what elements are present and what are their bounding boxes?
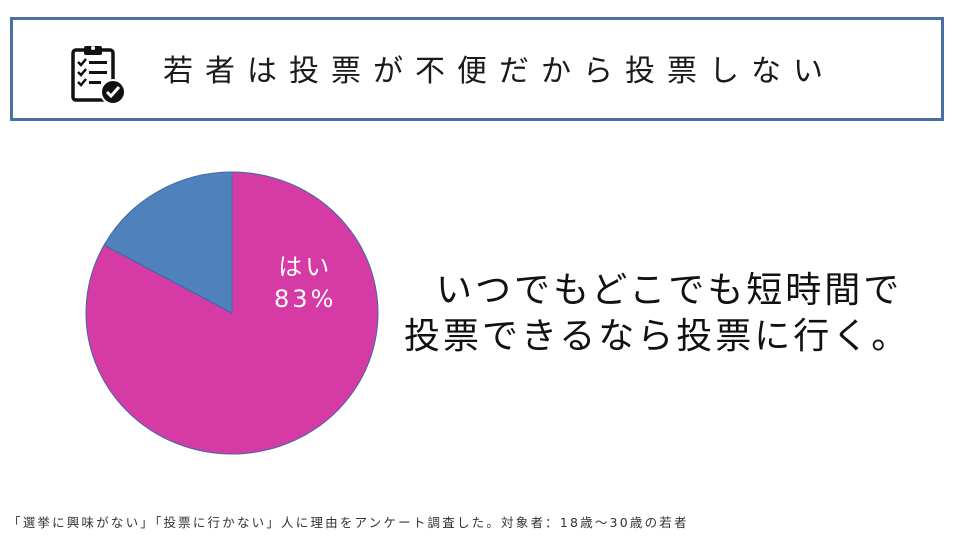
- headline-line-1: いつでもどこでも短時間で: [436, 270, 903, 311]
- pie-chart-svg: はい 83%: [85, 171, 379, 455]
- pie-slice-value-0: 83%: [274, 285, 336, 313]
- page-title: 若者は投票が不便だから投票しない: [163, 54, 835, 89]
- headline-line-2: 投票できるなら投票に行く。: [404, 316, 911, 357]
- pie-slice-1: [103, 171, 233, 314]
- pie-chart: はい 83%: [84, 170, 380, 456]
- headline: いつでもどこでも短時間で 投票できるなら投票に行く。: [404, 268, 944, 360]
- survey-footnote: 「選挙に興味がない」「投票に行かない」人に理由をアンケート調査した。対象者：18…: [8, 515, 689, 530]
- clipboard-checklist-icon: [71, 46, 126, 105]
- title-banner: 若者は投票が不便だから投票しない: [10, 17, 944, 121]
- pie-slice-label-0: はい: [278, 253, 332, 281]
